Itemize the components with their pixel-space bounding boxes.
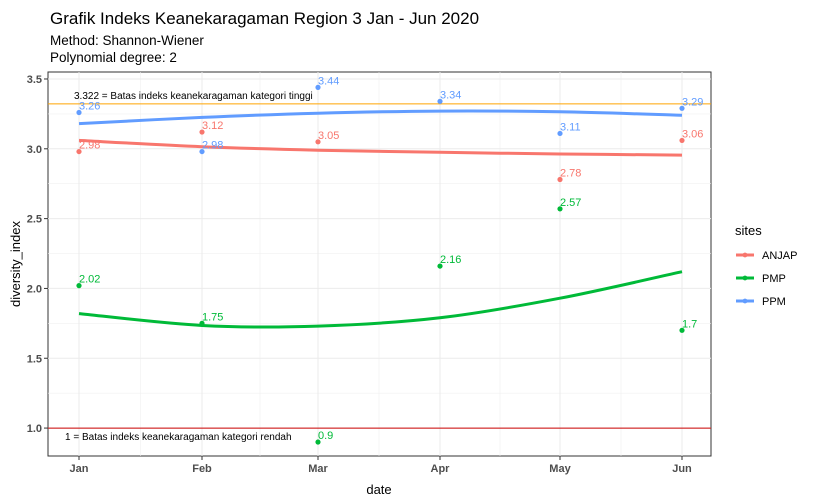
- data-point-ppm: [557, 130, 563, 137]
- data-label-anjap: 3.05: [318, 130, 339, 142]
- legend: sites ANJAP PMP PPM: [735, 223, 797, 308]
- data-point-pmp: [76, 283, 82, 289]
- data-label-pmp: 1.7: [682, 318, 697, 330]
- x-tick-label: Jan: [70, 463, 89, 475]
- data-point-pmp: [679, 327, 685, 333]
- data-point-pmp: [557, 206, 563, 212]
- y-tick-label: 3.5: [27, 74, 42, 86]
- data-label-ppm: 3.11: [560, 121, 581, 133]
- data-label-ppm: 3.26: [79, 100, 100, 112]
- data-points: [76, 84, 685, 445]
- data-label-anjap: 3.12: [202, 120, 223, 132]
- y-tick-label: 1.0: [27, 423, 42, 435]
- data-label-ppm: 3.29: [682, 96, 703, 108]
- data-point-ppm: [315, 84, 321, 90]
- y-tick-label: 2.5: [27, 214, 42, 226]
- x-axis-title: date: [366, 482, 391, 497]
- reference-line-label: 3.322 = Batas indeks keanekaragaman kate…: [74, 91, 313, 102]
- x-tick-label: May: [549, 463, 571, 475]
- chart-subtitle-degree: Polynomial degree: 2: [50, 50, 177, 65]
- data-point-anjap: [557, 176, 563, 183]
- data-label-ppm: 3.44: [318, 75, 339, 87]
- data-label-pmp: 0.9: [318, 430, 333, 442]
- data-labels: 2.98 3.12 3.05 2.78 3.06 2.02 1.75 0.9 2.16 2.57 1…: [79, 75, 703, 442]
- chart-title: Grafik Indeks Keanekaragaman Region 3 Ja…: [50, 9, 479, 28]
- legend-key-point-anjap: [742, 252, 748, 258]
- data-label-anjap: 2.98: [79, 140, 100, 152]
- data-point-ppm: [76, 109, 82, 116]
- data-point-ppm: [199, 148, 205, 155]
- chart-subtitle-method: Method: Shannon-Wiener: [50, 33, 204, 48]
- x-tick-label: Apr: [431, 463, 451, 475]
- y-tick-label: 2.0: [27, 283, 42, 295]
- x-tick-label: Mar: [308, 463, 328, 475]
- plot-panel: [47, 71, 712, 457]
- fit-line-ppm: [78, 109, 683, 126]
- data-point-anjap: [199, 129, 205, 135]
- y-axis-title: diversity_index: [8, 221, 23, 307]
- y-tick-label: 3.0: [27, 144, 42, 156]
- legend-key-point-ppm: [742, 298, 748, 304]
- reference-line-label: 1 = Batas indeks keanekaragaman kategori…: [65, 432, 292, 443]
- data-label-pmp: 2.57: [560, 197, 581, 209]
- data-point-pmp: [199, 320, 205, 326]
- data-label-anjap: 2.78: [560, 168, 581, 180]
- y-tick-label: 1.5: [27, 353, 42, 365]
- data-label-ppm: 3.34: [440, 89, 461, 101]
- data-point-anjap: [315, 139, 321, 145]
- data-label-pmp: 2.16: [440, 254, 461, 266]
- data-point-pmp: [315, 439, 321, 445]
- axes: 1.0 1.5 2.0 2.5 3.0 3.5 Jan Feb Mar Apr May Jun: [27, 74, 692, 475]
- data-point-ppm: [679, 105, 685, 111]
- data-point-pmp: [437, 263, 443, 269]
- data-label-pmp: 2.02: [79, 274, 100, 286]
- data-point-anjap: [679, 137, 685, 144]
- data-label-pmp: 1.75: [202, 311, 223, 323]
- data-label-anjap: 3.06: [682, 128, 703, 140]
- legend-title: sites: [735, 223, 762, 238]
- fit-lines: [78, 109, 683, 329]
- data-point-anjap: [76, 148, 82, 155]
- data-point-ppm: [437, 98, 443, 104]
- legend-label-anjap: ANJAP: [762, 250, 797, 262]
- fit-line-pmp: [78, 270, 683, 329]
- fit-line-anjap: [78, 138, 683, 157]
- legend-label-pmp: PMP: [762, 273, 786, 285]
- data-label-ppm: 2.98: [202, 140, 223, 152]
- x-tick-label: Jun: [672, 463, 692, 475]
- legend-label-ppm: PPM: [762, 296, 786, 308]
- legend-key-point-pmp: [742, 275, 748, 281]
- reference-lines: 3.322 = Batas indeks keanekaragaman kate…: [48, 91, 711, 443]
- x-tick-label: Feb: [192, 463, 212, 475]
